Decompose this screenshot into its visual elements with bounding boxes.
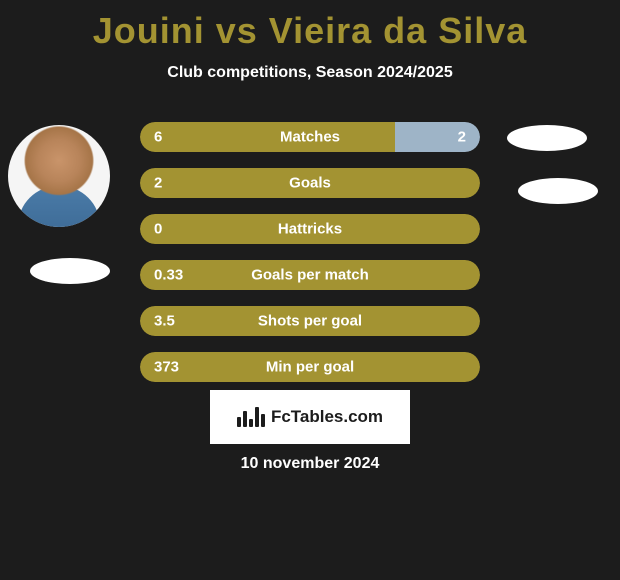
stat-label: Hattricks (278, 221, 342, 238)
stat-value-left: 6 (154, 129, 162, 146)
player-left-avatar (8, 125, 110, 227)
stat-label: Goals (289, 175, 331, 192)
date-text: 10 november 2024 (241, 455, 380, 473)
club-logo-right-2 (518, 178, 598, 204)
fctables-badge[interactable]: FcTables.com (210, 390, 410, 444)
stat-fill-left (140, 122, 395, 152)
stats-container: Matches 6 2 Goals 2 Hattricks 0 Goals per match… (140, 122, 480, 398)
stat-value-right: 2 (458, 129, 466, 146)
stat-row: Matches 6 2 (140, 122, 480, 152)
subtitle: Club competitions, Season 2024/2025 (0, 64, 620, 82)
club-logo-right-1 (507, 125, 587, 151)
stat-value-left: 3.5 (154, 313, 175, 330)
stat-value-left: 2 (154, 175, 162, 192)
stat-row: Hattricks 0 (140, 214, 480, 244)
stat-label: Min per goal (266, 359, 354, 376)
stat-value-left: 0.33 (154, 267, 183, 284)
avatar-face (8, 125, 110, 227)
stat-row: Goals per match 0.33 (140, 260, 480, 290)
stat-row: Shots per goal 3.5 (140, 306, 480, 336)
stat-label: Goals per match (251, 267, 369, 284)
stat-label: Shots per goal (258, 313, 362, 330)
stat-row: Goals 2 (140, 168, 480, 198)
stat-label: Matches (280, 129, 340, 146)
fctables-label: FcTables.com (271, 407, 383, 427)
stat-value-left: 373 (154, 359, 179, 376)
bar-chart-icon (237, 407, 265, 427)
stat-row: Min per goal 373 (140, 352, 480, 382)
stat-value-left: 0 (154, 221, 162, 238)
stat-fill-right (395, 122, 480, 152)
club-logo-left (30, 258, 110, 284)
page-title: Jouini vs Vieira da Silva (0, 0, 620, 52)
